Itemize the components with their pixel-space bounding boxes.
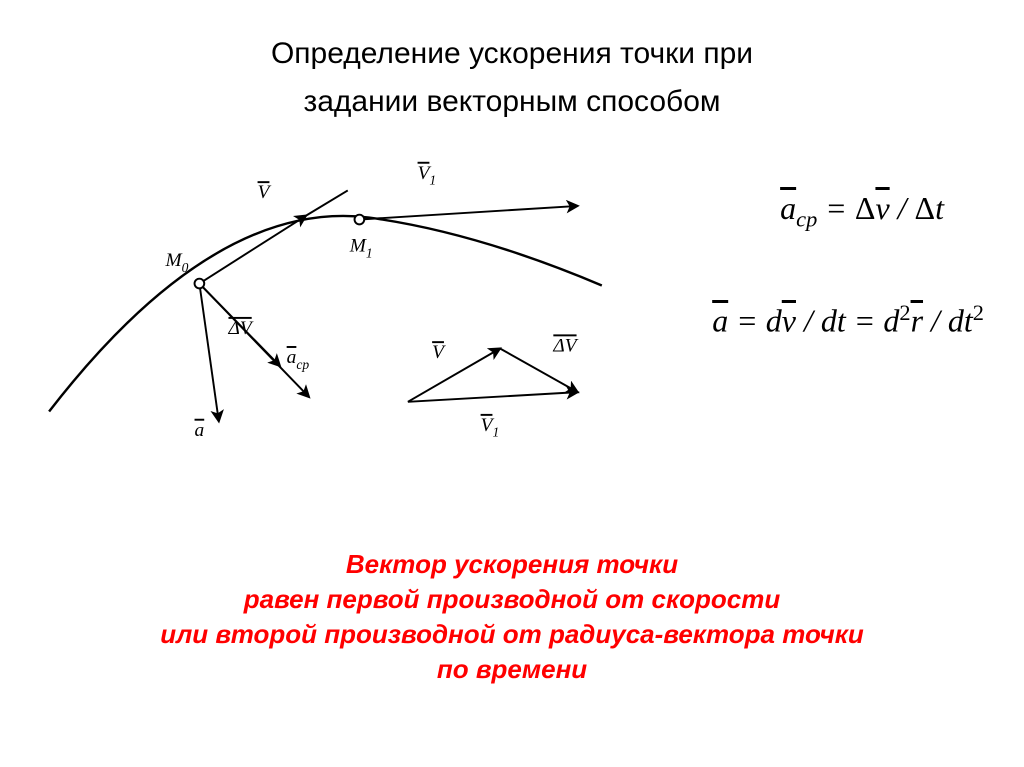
slash-3: / (923, 303, 948, 339)
var-v2-bar: v (782, 303, 796, 339)
eq-sign: = (825, 190, 855, 226)
slash-1: / (890, 190, 915, 226)
page-title: Определение ускорения точки при задании … (0, 30, 1024, 126)
svg-text:ΔV: ΔV (552, 335, 578, 356)
def-line-4: по времени (437, 654, 587, 684)
sup2-2: 2 (973, 300, 984, 325)
delta-2: Δ (915, 190, 936, 226)
definition-text: Вектор ускорения точки равен первой прои… (0, 547, 1024, 687)
var-a-bar: a (780, 190, 796, 226)
svg-text:ΔV: ΔV (227, 318, 253, 339)
def-line-3: или второй производной от радиуса-вектор… (160, 619, 864, 649)
d4: d (948, 303, 964, 339)
sub-cp: ср (796, 206, 817, 231)
sup2-1: 2 (899, 300, 910, 325)
var-t2: t (837, 303, 846, 339)
kinematics-diagram: M0 M1 V V1 ΔV aср a V ΔV V1 (30, 140, 650, 460)
d1: d (766, 303, 782, 339)
svg-text:a: a (195, 420, 205, 441)
equation-avg-acceleration: aср = Δv / Δt (780, 190, 944, 232)
slash-2: / (796, 303, 821, 339)
d2: d (821, 303, 837, 339)
svg-text:M0: M0 (164, 250, 188, 275)
var-t: t (935, 190, 944, 226)
var-t3: t (964, 303, 973, 339)
var-v-bar: v (875, 190, 889, 226)
equation-instant-acceleration: a = dv / dt = d2r / dt2 (712, 300, 984, 340)
var-a2-bar: a (712, 303, 728, 339)
svg-text:V: V (432, 342, 446, 363)
def-line-1: Вектор ускорения точки (346, 549, 678, 579)
var-r-bar: r (911, 303, 923, 339)
eq-sign-3: = (846, 303, 884, 339)
svg-text:M1: M1 (349, 236, 373, 261)
title-line-2: задании векторным способом (303, 85, 720, 118)
svg-text:V1: V1 (418, 163, 437, 188)
eq-sign-2: = (728, 303, 766, 339)
delta-1: Δ (855, 190, 876, 226)
svg-text:V: V (258, 182, 272, 203)
title-line-1: Определение ускорения точки при (271, 37, 753, 70)
def-line-2: равен первой производной от скорости (244, 584, 781, 614)
svg-text:aср: aср (287, 347, 310, 372)
svg-text:V1: V1 (481, 415, 500, 440)
d3: d (883, 303, 899, 339)
